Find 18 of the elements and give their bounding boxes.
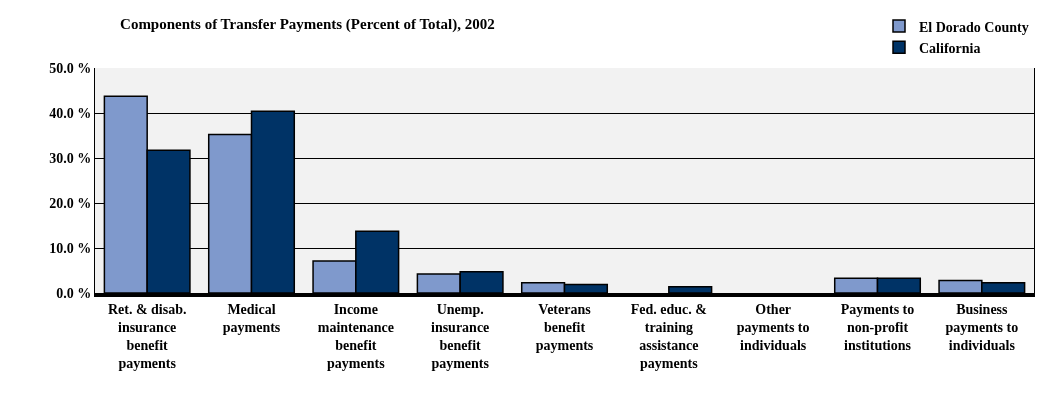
x-tick-label: Other payments to individuals <box>736 301 810 354</box>
y-tick-label: 50.0 % <box>49 60 92 76</box>
y-tick-label: 10.0 % <box>49 240 92 256</box>
legend-label: El Dorado County <box>919 19 1029 35</box>
y-tick-label: 0.0 % <box>56 285 92 301</box>
y-tick-label: 40.0 % <box>49 105 92 121</box>
x-tick-label: Income maintenance benefit payments <box>317 301 394 372</box>
x-tick-label: Fed. educ. & training assistance payments <box>630 301 707 372</box>
x-tick-label: Ret. & disab. insurance benefit payments <box>107 301 187 372</box>
x-tick-label: Payments to non-profit institutions <box>840 301 915 354</box>
x-tick-label: Medical payments <box>222 301 281 335</box>
y-tick-label: 20.0 % <box>49 195 92 211</box>
chart-title: Components of Transfer Payments (Percent of Total), 2002 <box>120 16 495 33</box>
x-tick-label: Unemp. insurance benefit payments <box>431 301 490 372</box>
legend-label: California <box>919 40 981 56</box>
x-tick-label: Business payments to individuals <box>945 301 1019 354</box>
y-tick-label: 30.0 % <box>49 150 92 166</box>
x-tick-label: Veterans benefit payments <box>535 301 594 354</box>
